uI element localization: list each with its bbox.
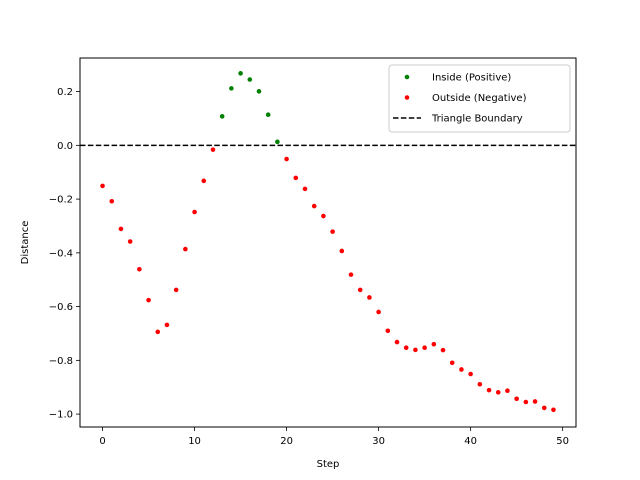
outside-point	[192, 209, 197, 215]
outside-point	[146, 297, 151, 303]
y-tick-label: 0.0	[57, 141, 73, 152]
outside-point	[330, 229, 335, 234]
outside-point	[523, 399, 529, 405]
outside-point	[385, 328, 391, 334]
inside-point	[265, 112, 271, 118]
y-tick-label: −0.2	[49, 195, 73, 206]
outside-point	[486, 387, 492, 393]
outside-point	[532, 399, 538, 404]
outside-point	[311, 203, 317, 209]
y-axis-label: Distance	[20, 221, 31, 265]
outside-point	[541, 405, 547, 411]
outside-point	[422, 345, 427, 351]
outside-point	[100, 183, 105, 189]
x-tick-label: 0	[99, 436, 105, 447]
outside-point	[367, 295, 372, 300]
x-axis-label: Step	[317, 459, 340, 470]
legend-box	[388, 64, 571, 133]
outside-point	[376, 309, 381, 315]
y-tick-label: −0.4	[49, 248, 73, 259]
y-tick-label: 0.2	[57, 87, 73, 98]
legend: Inside (Positive) Outside (Negative) Trian…	[388, 64, 571, 133]
outside-point	[495, 390, 501, 395]
legend-label-outside: Outside (Negative)	[432, 93, 527, 104]
outside-point	[137, 266, 142, 272]
legend-label-boundary: Triangle Boundary	[431, 114, 523, 125]
inside-point	[219, 114, 225, 119]
outside-point	[468, 371, 473, 377]
outside-point	[164, 322, 170, 328]
inside-point	[256, 89, 262, 94]
outside-point	[339, 248, 345, 254]
outside-point	[449, 360, 455, 366]
x-tick-label: 20	[280, 436, 293, 447]
outside-point	[459, 367, 464, 372]
y-tick-label: −0.8	[49, 356, 73, 367]
outside-point	[118, 226, 124, 232]
outside-point	[201, 178, 207, 184]
y-axis-ticks: 0.2 0.0 −0.2 −0.4 −0.6 −0.8 −1.0	[49, 87, 80, 421]
x-tick-label: 50	[556, 436, 569, 447]
x-tick-label: 40	[464, 436, 477, 447]
outside-point	[302, 186, 308, 192]
x-tick-label: 30	[372, 436, 385, 447]
legend-marker-inside	[404, 74, 410, 80]
outside-point	[551, 407, 556, 413]
outside-point	[173, 287, 179, 293]
outside-point	[284, 156, 289, 162]
inside-point	[238, 71, 243, 76]
x-tick-label: 10	[188, 436, 201, 447]
outside-point	[477, 381, 483, 387]
outside-point	[413, 347, 418, 353]
outside-point	[357, 287, 363, 293]
outside-point	[293, 175, 299, 181]
outside-point	[109, 198, 115, 204]
outside-point	[210, 147, 216, 152]
y-tick-label: −1.0	[49, 410, 73, 421]
outside-point	[505, 388, 510, 394]
outside-point	[321, 213, 326, 219]
legend-marker-outside	[404, 95, 410, 100]
outside-point	[403, 345, 409, 351]
outside-point	[155, 329, 161, 335]
outside-point	[127, 239, 133, 244]
outside-point	[348, 272, 354, 277]
outside-point	[440, 347, 446, 353]
plot-frame	[79, 57, 577, 428]
legend-label-inside: Inside (Positive)	[432, 73, 511, 84]
data-points	[100, 71, 556, 413]
outside-point	[394, 339, 400, 345]
y-tick-label: −0.6	[49, 302, 73, 313]
outside-point	[514, 396, 519, 402]
x-axis-ticks: 0 10 20 30 40 50	[99, 427, 569, 447]
outside-point	[183, 246, 188, 252]
outside-point	[431, 341, 437, 347]
inside-point	[275, 139, 280, 145]
inside-point	[247, 77, 253, 82]
inside-point	[229, 86, 234, 91]
